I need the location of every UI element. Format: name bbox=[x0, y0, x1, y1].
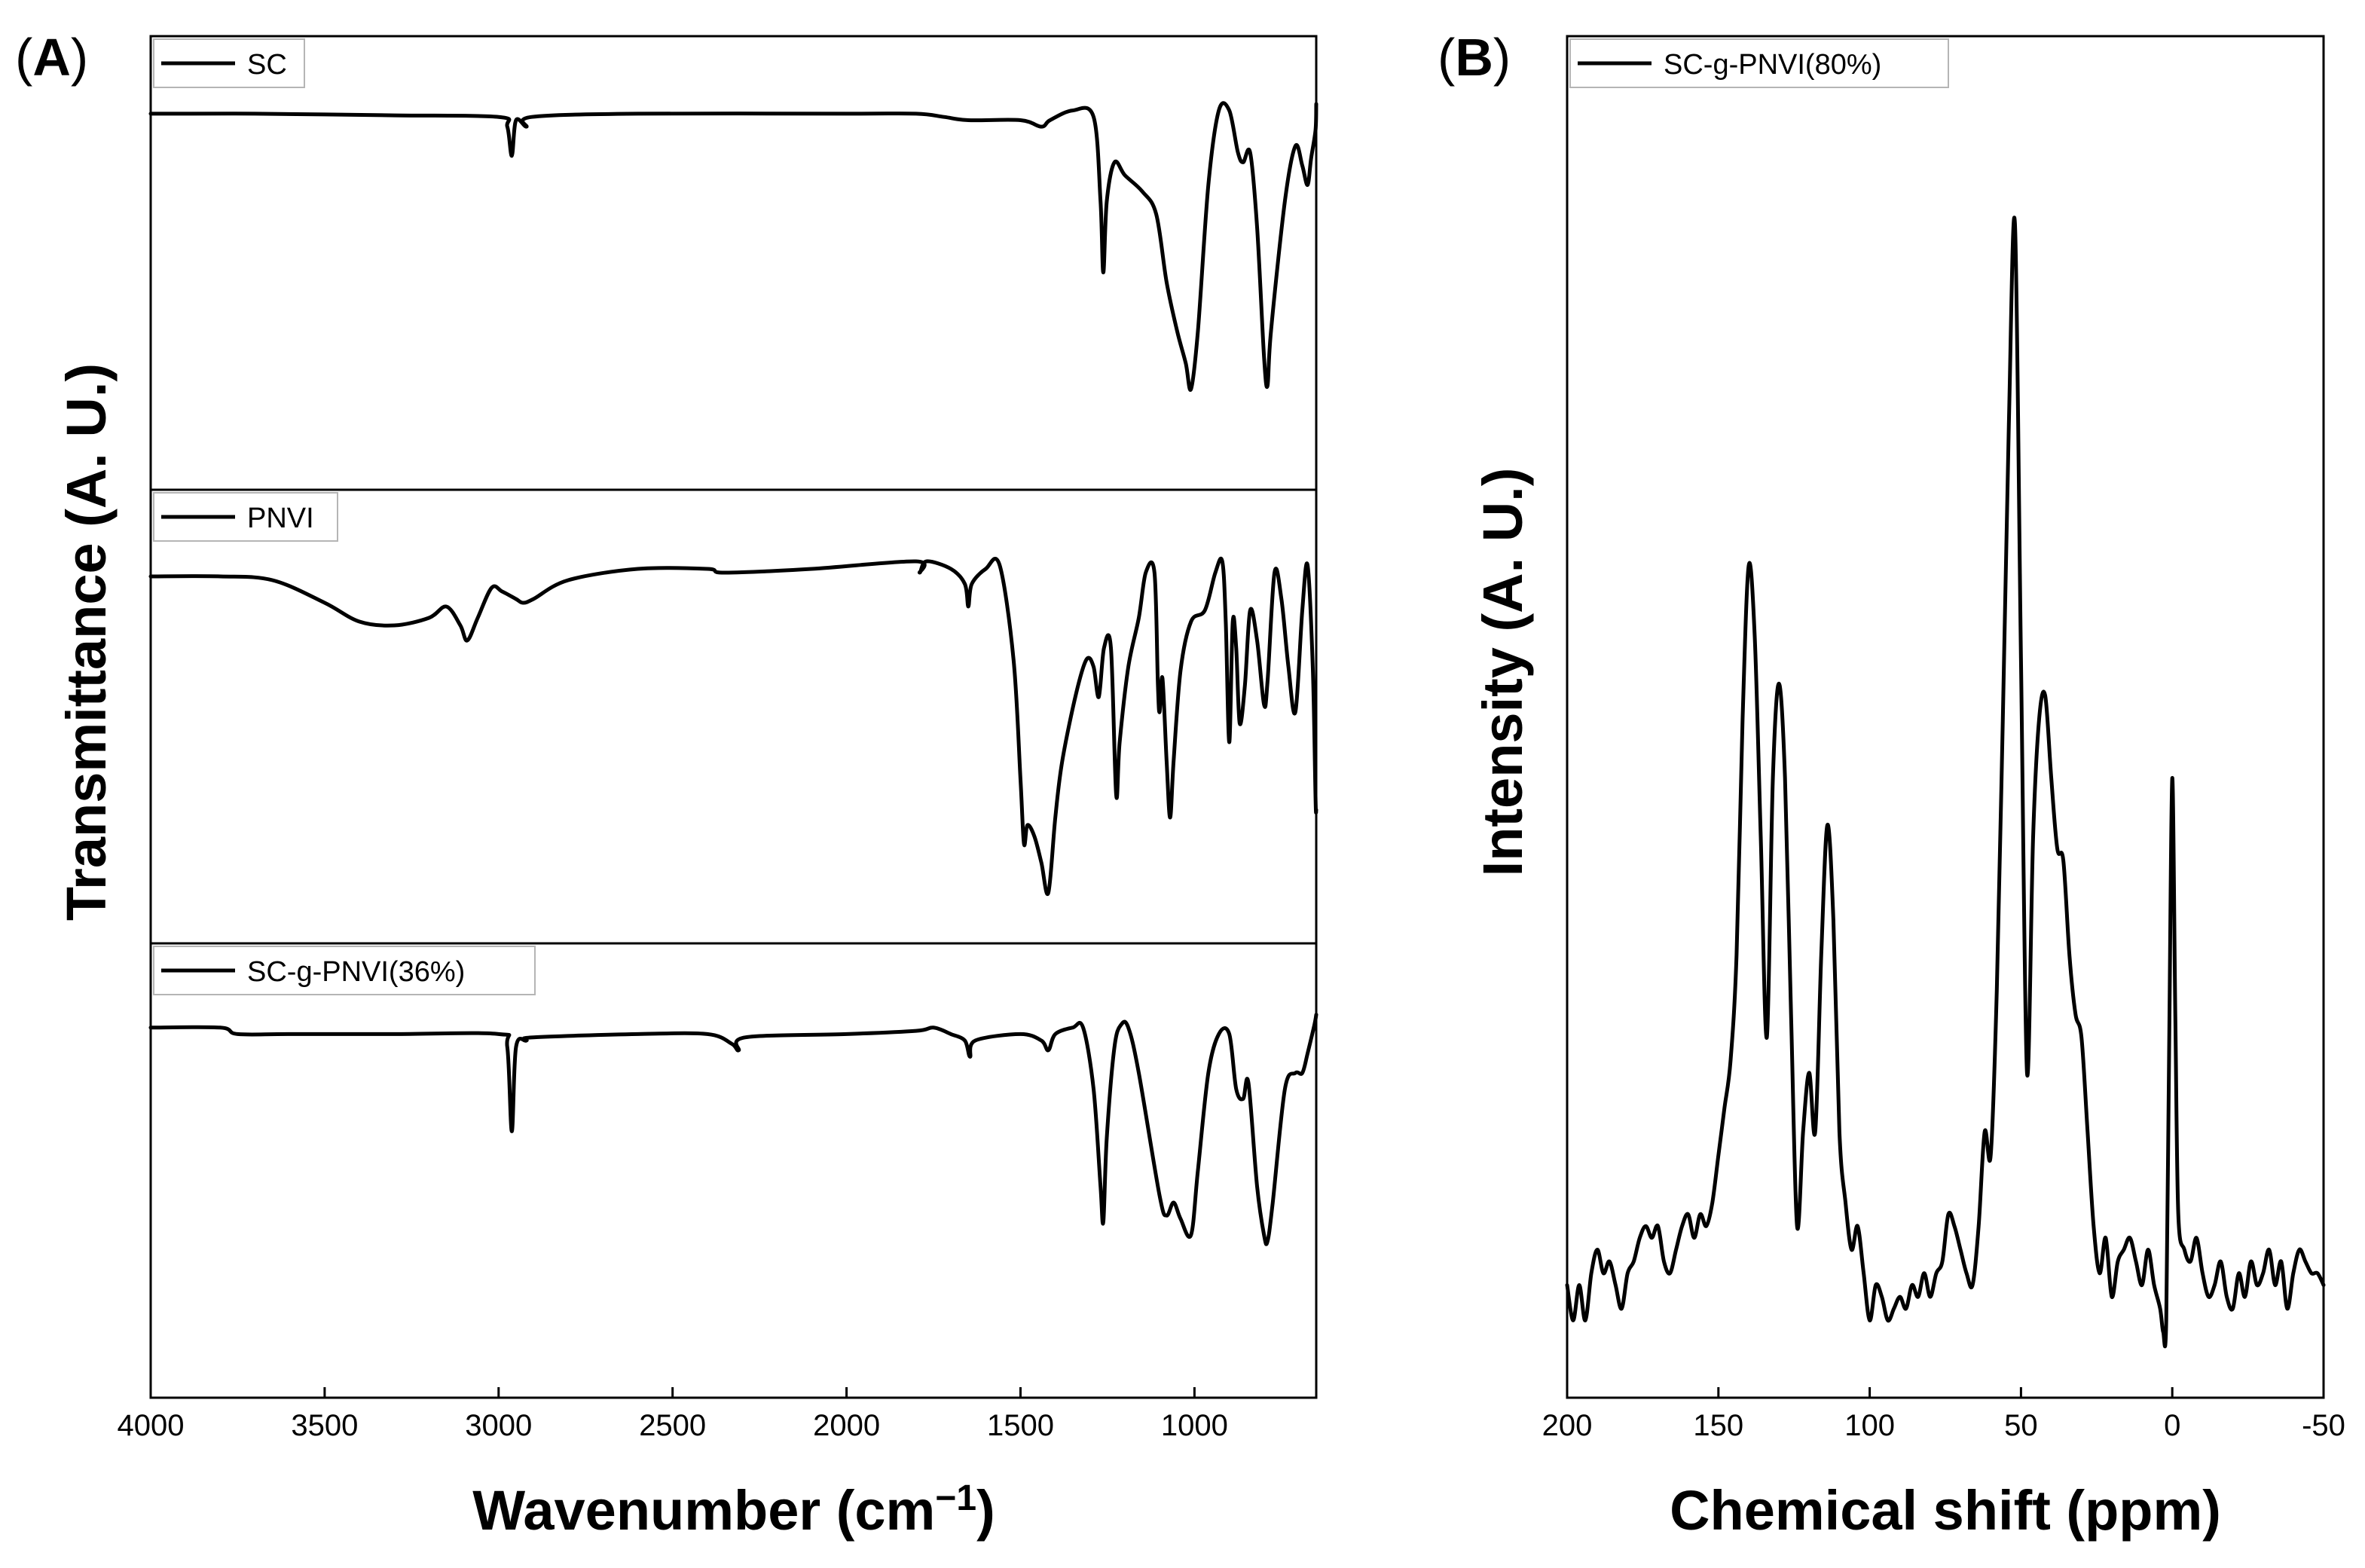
nmr-x-axis-title: Chemical shift (ppm) bbox=[1670, 1479, 2221, 1542]
nmr-x-tick-label-50: 50 bbox=[2004, 1409, 2038, 1442]
ftir-x-tick-label-4000: 4000 bbox=[118, 1409, 185, 1442]
ftir-x-tick-label-1000: 1000 bbox=[1161, 1409, 1228, 1442]
ftir-x-axis-ticks: 4000 3500 3000 2500 2000 1500 1000 bbox=[118, 1387, 1228, 1442]
ftir-x-tick-label-3000: 3000 bbox=[465, 1409, 532, 1442]
nmr-x-axis-ticks: 200 150 100 50 0 -50 bbox=[1542, 1387, 2345, 1442]
ftir-subplot-sc-frame bbox=[149, 35, 1318, 491]
ftir-sc-g-pnvi-36-curve bbox=[148, 1013, 1318, 1246]
ftir-subplot-scg-frame bbox=[149, 942, 1318, 1399]
nmr-x-tick-label-200: 200 bbox=[1542, 1409, 1593, 1442]
legend-scg-label: SC-g-PNVI(36%) bbox=[247, 956, 465, 988]
ftir-x-tick-label-1500: 1500 bbox=[987, 1409, 1054, 1442]
legend-nmr-label: SC-g-PNVI(80%) bbox=[1664, 49, 1881, 81]
nmr-sc-g-pnvi-80-curve bbox=[1565, 215, 2326, 1349]
ftir-sc-curve bbox=[148, 101, 1318, 393]
nmr-plot-frame bbox=[1566, 35, 2325, 1399]
nmr-x-tick-label-150: 150 bbox=[1693, 1409, 1743, 1442]
ftir-x-tick-label-2000: 2000 bbox=[813, 1409, 880, 1442]
legend-sc: SC bbox=[153, 38, 305, 88]
panel-b-label: (B) bbox=[1438, 28, 1511, 87]
ftir-x-axis-title: Wavenumber (cm−1) bbox=[472, 1478, 995, 1542]
legend-scg: SC-g-PNVI(36%) bbox=[153, 946, 536, 995]
ftir-y-axis-title: Transmittance (A. U.) bbox=[55, 363, 118, 921]
nmr-x-tick-label-100: 100 bbox=[1844, 1409, 1895, 1442]
legend-pnvi-label: PNVI bbox=[247, 503, 314, 534]
ftir-x-tick-label-2500: 2500 bbox=[639, 1409, 706, 1442]
panel-a-label: (A) bbox=[15, 28, 88, 87]
ftir-subplot-pnvi-frame bbox=[149, 488, 1318, 945]
legend-sc-label: SC bbox=[247, 49, 287, 81]
legend-nmr: SC-g-PNVI(80%) bbox=[1569, 38, 1949, 88]
nmr-x-tick-label-0: 0 bbox=[2164, 1409, 2180, 1442]
ftir-x-tick-label-3500: 3500 bbox=[291, 1409, 358, 1442]
nmr-y-axis-title: Intensity (A. U.) bbox=[1471, 468, 1534, 877]
ftir-pnvi-curve bbox=[148, 556, 1318, 897]
legend-pnvi: PNVI bbox=[153, 492, 338, 542]
nmr-x-tick-label--50: -50 bbox=[2302, 1409, 2345, 1442]
